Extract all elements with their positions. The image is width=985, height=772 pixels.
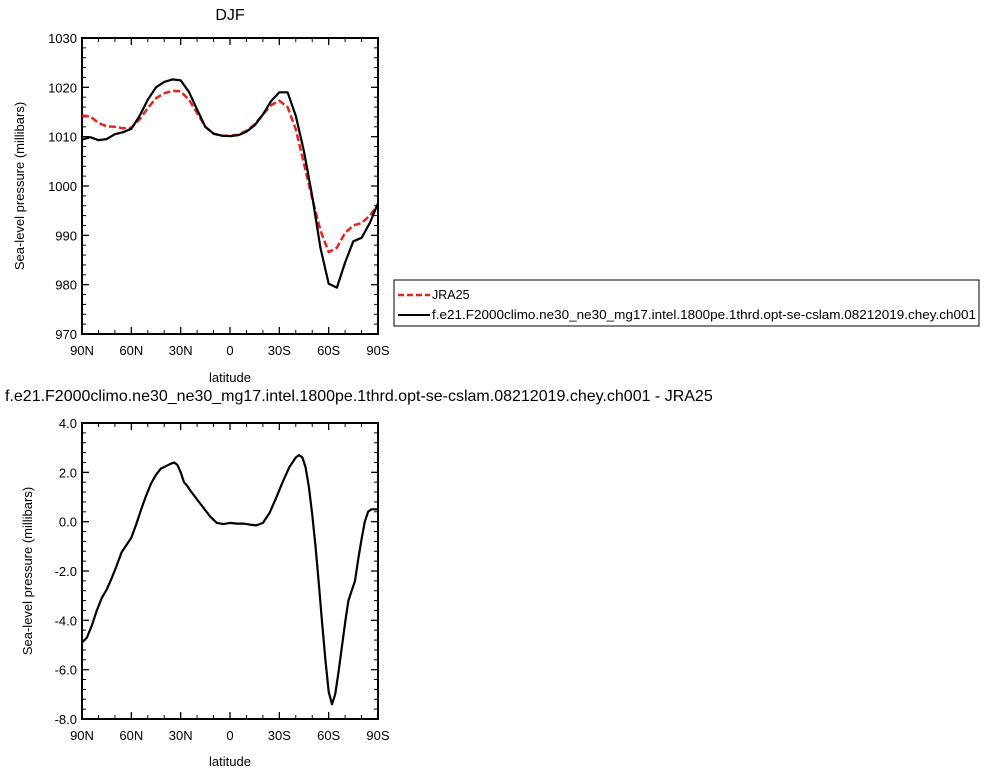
top-y-tick-label: 990 <box>55 228 77 243</box>
bottom-y-tick-label: -6.0 <box>55 663 77 678</box>
top-series-line-0 <box>81 89 379 254</box>
top-chart-title: DJF <box>215 7 245 24</box>
bottom-y-tick-label: 0.0 <box>59 515 77 530</box>
top-x-tick-label: 90S <box>366 343 389 358</box>
bottom-axis-ticks: 90N 60N 30N 0 30S 60S 90S -8.0 -6.0 -4.0 -2.0 0.0 2.… <box>55 416 390 743</box>
top-y-axis-label: Sea-level pressure (millibars) <box>12 102 27 270</box>
top-x-tick-label: 90N <box>70 343 94 358</box>
bottom-y-tick-label: 2.0 <box>59 465 77 480</box>
bottom-y-tick-label: -4.0 <box>55 613 77 628</box>
legend-label-model: f.e21.F2000climo.ne30_ne30_mg17.intel.18… <box>432 308 976 322</box>
bottom-y-tick-label: -2.0 <box>55 564 77 579</box>
bottom-x-tick-label: 30N <box>169 728 193 743</box>
bottom-y-tick-label: -8.0 <box>55 712 77 727</box>
top-y-tick-label: 970 <box>55 327 77 342</box>
bottom-plot-frame <box>81 422 379 720</box>
bottom-x-tick-label: 90S <box>366 728 389 743</box>
bottom-chart-title: f.e21.F2000climo.ne30_ne30_mg17.intel.18… <box>5 388 713 405</box>
bottom-series-line-0 <box>81 454 378 706</box>
bottom-x-tick-label: 90N <box>70 728 94 743</box>
top-y-tick-label: 1020 <box>48 80 77 95</box>
top-y-tick-label: 980 <box>55 278 77 293</box>
top-series-line-1 <box>81 78 380 289</box>
bottom-x-tick-label: 0 <box>226 728 233 743</box>
top-x-tick-label: 60S <box>317 343 340 358</box>
top-x-axis-label: latitude <box>209 370 251 385</box>
bottom-panel: f.e21.F2000climo.ne30_ne30_mg17.intel.18… <box>5 388 713 769</box>
legend-box <box>393 279 980 327</box>
top-panel: DJF 90N 60N 30N 0 30S 60S 90S 970 980 990 1000 1010… <box>12 7 390 385</box>
top-series-lines <box>81 78 380 289</box>
bottom-y-axis-label: Sea-level pressure (millibars) <box>20 487 35 655</box>
bottom-x-tick-label: 60N <box>119 728 143 743</box>
top-y-tick-label: 1000 <box>48 179 77 194</box>
bottom-series-lines <box>81 454 378 706</box>
legend: JRA25 f.e21.F2000climo.ne30_ne30_mg17.in… <box>393 279 980 327</box>
top-x-tick-label: 60N <box>119 343 143 358</box>
bottom-x-tick-label: 30S <box>268 728 291 743</box>
top-plot-frame <box>81 37 379 335</box>
top-x-tick-label: 30N <box>169 343 193 358</box>
bottom-x-axis-label: latitude <box>209 754 251 769</box>
top-x-tick-label: 0 <box>226 343 233 358</box>
top-y-tick-label: 1030 <box>48 31 77 46</box>
top-x-tick-label: 30S <box>268 343 291 358</box>
legend-label-jra25: JRA25 <box>432 288 470 302</box>
top-axis-ticks: 90N 60N 30N 0 30S 60S 90S 970 980 990 1000 1010 1020… <box>48 31 390 358</box>
bottom-x-tick-label: 60S <box>317 728 340 743</box>
top-y-tick-label: 1010 <box>48 130 77 145</box>
bottom-y-tick-label: 4.0 <box>59 416 77 431</box>
